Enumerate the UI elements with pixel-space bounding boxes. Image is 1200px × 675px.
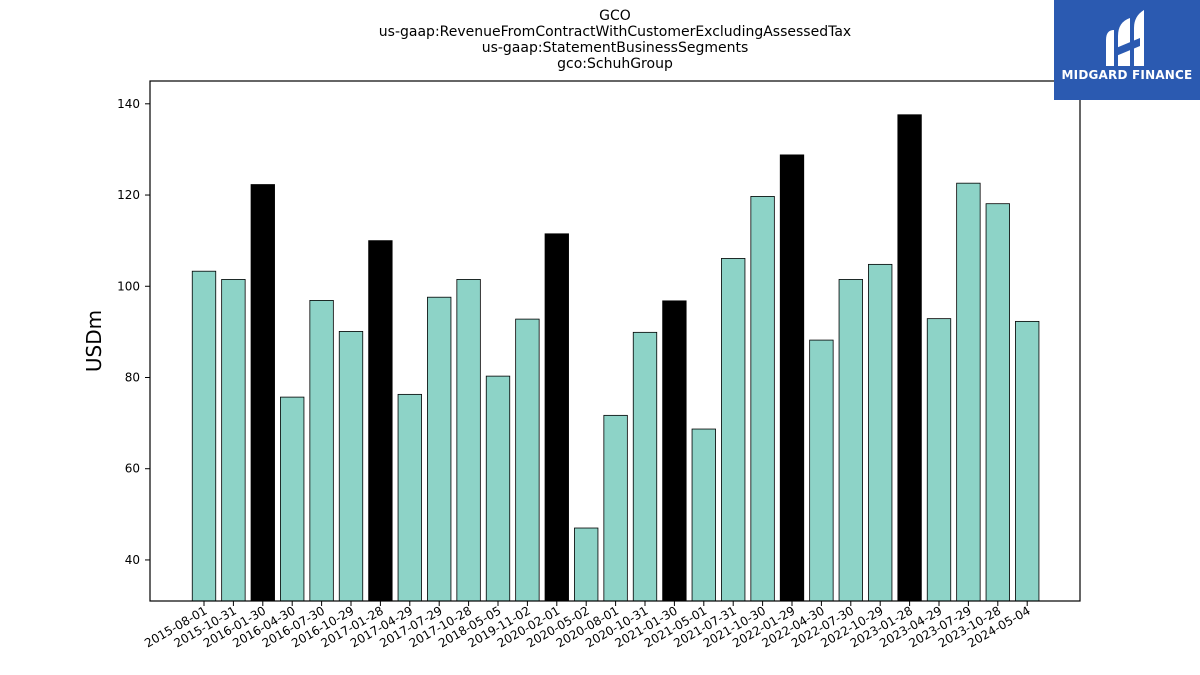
chart-title-line-3: us-gaap:StatementBusinessSegments [481, 40, 749, 56]
bar-2021-10-30 [750, 196, 775, 602]
y-axis-ticks: 40 60 80 100 120 140 [117, 97, 150, 567]
x-axis-ticks: 2015-08-012015-10-312016-01-302016-04-30… [142, 601, 1033, 650]
logo-mark-icon [1106, 10, 1144, 66]
bar-2022-01-29 [779, 154, 805, 602]
bar-2016-07-30 [309, 300, 334, 602]
plot-frame [149, 80, 1081, 602]
bar-2017-10-28 [456, 279, 481, 602]
bar-2020-10-31 [632, 331, 658, 602]
bar-2023-04-29 [926, 318, 952, 602]
bars-group [191, 114, 1040, 602]
bar-2023-10-28 [985, 203, 1010, 602]
y-tick-label: 120 [117, 188, 140, 202]
bar-2021-01-30 [662, 300, 687, 602]
bar-2022-10-29 [868, 263, 893, 602]
bar-2022-07-30 [838, 279, 863, 602]
y-tick-label: 60 [125, 462, 140, 476]
bar-2017-07-29 [427, 296, 452, 602]
bar-2023-07-29 [956, 182, 981, 602]
y-tick-label: 100 [117, 279, 140, 293]
bar-2020-05-02 [574, 527, 599, 602]
bar-2016-04-30 [280, 396, 305, 602]
bar-2023-01-28 [897, 114, 922, 602]
y-tick-label: 40 [125, 553, 140, 567]
bar-2020-02-01 [544, 233, 569, 602]
bar-2016-10-29 [338, 331, 364, 602]
chart-title-line-1: GCO [599, 8, 631, 24]
chart-title-line-2: us-gaap:RevenueFromContractWithCustomerE… [378, 24, 852, 40]
bar-2017-04-29 [397, 393, 422, 602]
bar-2020-08-01 [603, 414, 628, 602]
bar-2024-05-04 [1015, 320, 1040, 602]
bar-2019-11-02 [515, 318, 540, 602]
bar-2016-01-30 [250, 184, 275, 602]
bar-2022-04-30 [809, 339, 834, 602]
midgard-finance-logo: MIDGARD FINANCE [1054, 0, 1200, 100]
chart-title-line-4: gco:SchuhGroup [557, 56, 673, 72]
y-tick-label: 80 [125, 370, 140, 384]
bar-2021-05-01 [691, 428, 716, 602]
bar-2017-01-28 [368, 240, 393, 602]
bar-2015-10-31 [221, 279, 246, 602]
y-tick-label: 140 [117, 97, 140, 111]
bar-2015-08-01 [191, 270, 217, 602]
bar-2018-05-05 [485, 375, 511, 602]
y-axis-label: USDm [82, 310, 106, 372]
bar-2021-07-31 [721, 258, 746, 602]
logo-text: MIDGARD FINANCE [1061, 68, 1193, 82]
